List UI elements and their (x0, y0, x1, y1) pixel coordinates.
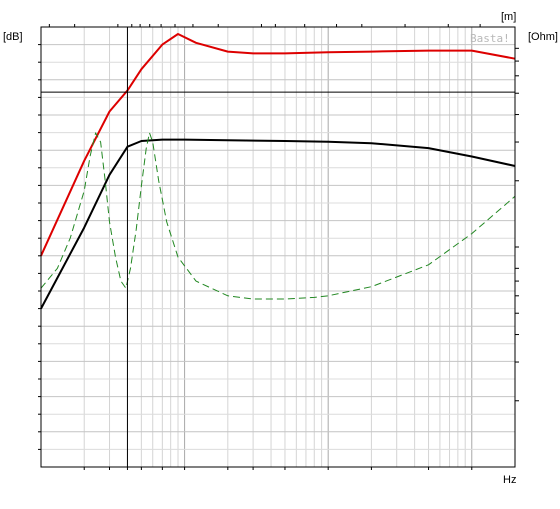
right-axis-unit: [Ohm] (528, 31, 558, 43)
series-spl-line (40, 138, 516, 310)
plot-frame (40, 26, 516, 468)
left-axis-unit: [dB] (3, 31, 23, 43)
series-impedance-line (40, 132, 516, 300)
watermark-text: Basta! (470, 32, 510, 45)
series-max-spl-line (40, 33, 516, 257)
top-axis-unit: [m] (501, 11, 516, 23)
bottom-axis-unit: Hz (503, 474, 516, 486)
